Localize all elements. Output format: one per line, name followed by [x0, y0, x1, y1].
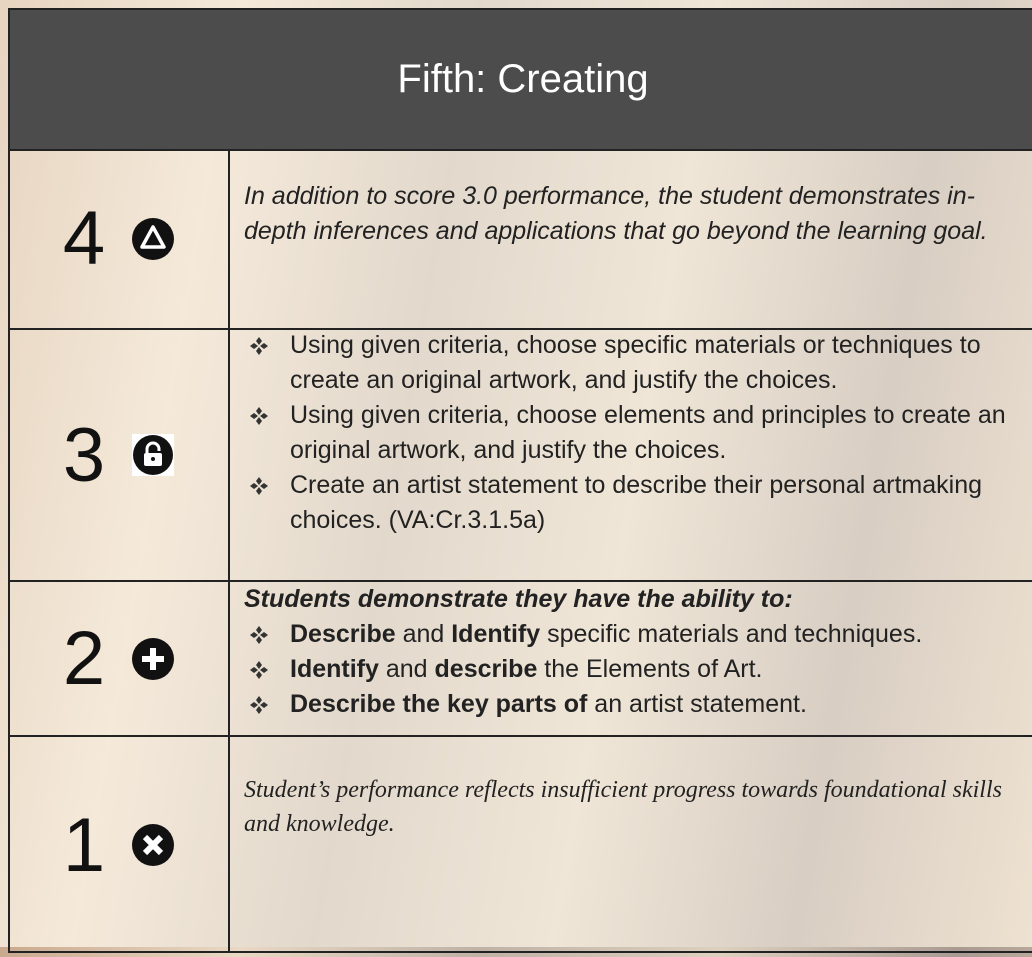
score: 3	[62, 412, 106, 498]
bullet-text: Using given criteria, choose specific ma…	[290, 331, 981, 394]
score: 2	[62, 616, 106, 701]
row: 2 Students demonstrate they have the abi…	[10, 582, 1032, 737]
bullet: Using given criteria, choose elements an…	[244, 398, 1026, 468]
score: 1	[62, 802, 106, 888]
bullet-text: the Elements of Art.	[537, 655, 763, 683]
bullet: Create an artist statement to describe t…	[244, 468, 1026, 538]
intro: Students demonstrate they have the abili…	[244, 585, 793, 613]
score: 4	[62, 196, 106, 281]
bullet: Describe the key parts of an artist stat…	[244, 687, 1026, 722]
row: 4 In addition to score 3.0 performance, …	[10, 149, 1032, 330]
criteria: Using given criteria, choose specific ma…	[244, 328, 1026, 538]
bullet-text: describe	[434, 655, 538, 683]
score-cell: 2	[10, 582, 230, 735]
bullet: Identify and describe the Elements of Ar…	[244, 652, 1026, 687]
icon	[132, 637, 175, 680]
abilities: Students demonstrate they have the abili…	[244, 582, 1026, 722]
description: Student’s performance reflects insuffici…	[244, 777, 1002, 837]
icon	[132, 434, 175, 476]
score-cell: 4	[10, 149, 230, 328]
row: 3 Using given criteria, choose specific …	[10, 330, 1032, 582]
bullet-text: Identify	[451, 620, 541, 648]
bullet: Using given criteria, choose specific ma…	[244, 328, 1026, 398]
bullet-text: specific materials and techniques.	[540, 620, 923, 648]
bullet: Describe and Identify specific materials…	[244, 617, 1026, 652]
bullet-text: Using given criteria, choose elements an…	[290, 401, 1006, 464]
bullet-text: Describe the key parts of	[290, 690, 588, 718]
icon	[132, 824, 175, 866]
bullet-text: an artist statement.	[587, 690, 807, 718]
bullet-text: and	[378, 655, 435, 683]
row: 1 Student’s performance reflects insuffi…	[10, 737, 1032, 957]
description: In addition to score 3.0 performance, th…	[244, 182, 988, 245]
bullet-text: Describe	[290, 620, 396, 648]
score-cell: 1	[10, 737, 230, 953]
bullet-text: and	[395, 620, 452, 648]
title: Fifth: Creating	[10, 10, 1032, 151]
icon	[132, 217, 175, 260]
rubric-table: Fifth: Creating 4 In addition to score 3…	[8, 8, 1032, 953]
bullet-text: Identify	[290, 655, 379, 683]
bullet-text: Create an artist statement to describe t…	[290, 471, 983, 534]
score-cell: 3	[10, 330, 230, 580]
